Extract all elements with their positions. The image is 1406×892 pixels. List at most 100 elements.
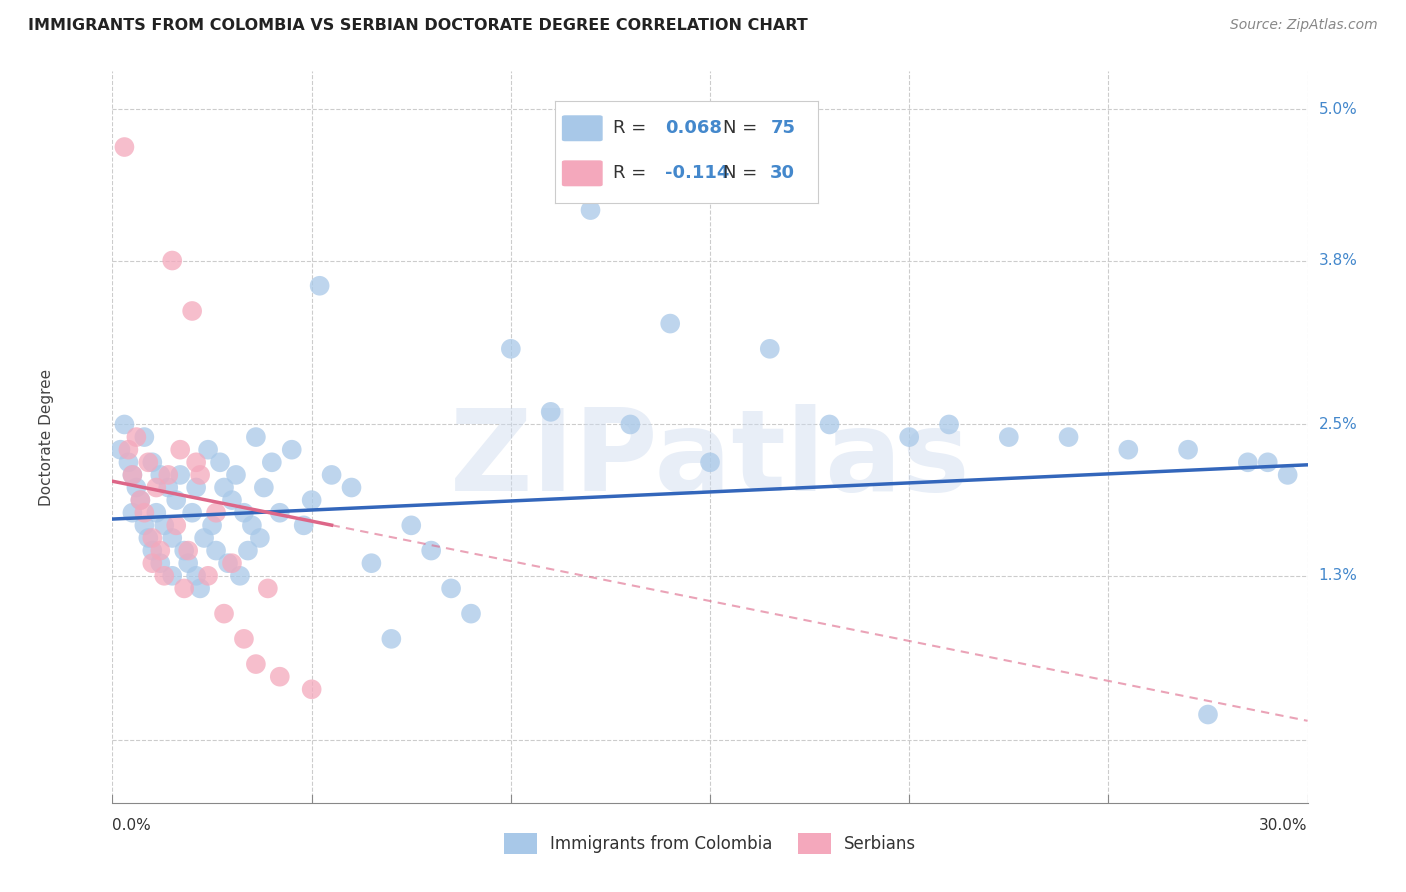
Point bbox=[177, 543, 200, 558]
Point bbox=[245, 657, 267, 671]
Point bbox=[540, 405, 562, 419]
Point bbox=[236, 543, 259, 558]
Point bbox=[197, 569, 219, 583]
Text: Doctorate Degree: Doctorate Degree bbox=[39, 368, 55, 506]
Point bbox=[759, 342, 782, 356]
Point bbox=[301, 493, 323, 508]
Point bbox=[129, 493, 152, 508]
Point bbox=[145, 481, 167, 495]
Point bbox=[121, 467, 143, 482]
Point bbox=[292, 518, 315, 533]
Point bbox=[380, 632, 402, 646]
Point bbox=[269, 670, 291, 684]
Point bbox=[205, 543, 228, 558]
Point bbox=[197, 442, 219, 457]
Point bbox=[149, 556, 172, 570]
Point bbox=[162, 569, 183, 583]
Point bbox=[205, 506, 228, 520]
Point bbox=[165, 518, 187, 533]
Point bbox=[340, 481, 363, 495]
Point bbox=[149, 467, 172, 482]
Point bbox=[308, 278, 330, 293]
Point bbox=[221, 556, 243, 570]
Point bbox=[281, 442, 304, 457]
Point bbox=[225, 467, 247, 482]
Point bbox=[138, 455, 160, 469]
Point bbox=[149, 543, 172, 558]
Point bbox=[134, 518, 156, 533]
Point bbox=[233, 632, 256, 646]
Point bbox=[157, 481, 180, 495]
Point bbox=[134, 506, 156, 520]
Point bbox=[165, 493, 187, 508]
Point bbox=[249, 531, 271, 545]
Point bbox=[1118, 442, 1140, 457]
Point bbox=[217, 556, 239, 570]
Point bbox=[1177, 442, 1199, 457]
Point bbox=[360, 556, 382, 570]
Point bbox=[177, 556, 200, 570]
Point bbox=[245, 430, 267, 444]
Point bbox=[257, 582, 280, 596]
Point bbox=[1057, 430, 1080, 444]
Point bbox=[141, 556, 163, 570]
Point bbox=[209, 455, 232, 469]
Point bbox=[181, 304, 204, 318]
Point bbox=[141, 455, 163, 469]
Point bbox=[134, 430, 156, 444]
Point bbox=[233, 506, 256, 520]
Point bbox=[188, 467, 211, 482]
Point bbox=[157, 467, 180, 482]
Point bbox=[186, 569, 208, 583]
Point bbox=[110, 442, 132, 457]
Point bbox=[114, 417, 135, 432]
Text: 2.5%: 2.5% bbox=[1319, 417, 1357, 432]
Point bbox=[173, 543, 195, 558]
Point bbox=[141, 531, 163, 545]
Point bbox=[125, 481, 148, 495]
Point bbox=[117, 442, 139, 457]
Point bbox=[699, 455, 721, 469]
Point bbox=[173, 582, 195, 596]
Point bbox=[114, 140, 135, 154]
Point bbox=[153, 569, 176, 583]
Point bbox=[229, 569, 252, 583]
Point bbox=[898, 430, 921, 444]
Point bbox=[619, 417, 641, 432]
Point bbox=[440, 582, 463, 596]
Point bbox=[169, 467, 191, 482]
Point bbox=[659, 317, 682, 331]
Point bbox=[162, 531, 183, 545]
Text: 3.8%: 3.8% bbox=[1319, 253, 1358, 268]
Point bbox=[193, 531, 215, 545]
Point bbox=[460, 607, 482, 621]
Point bbox=[998, 430, 1021, 444]
Point bbox=[201, 518, 224, 533]
Text: ZIPatlas: ZIPatlas bbox=[450, 403, 970, 515]
Point bbox=[129, 493, 152, 508]
Point bbox=[420, 543, 443, 558]
Point bbox=[260, 455, 283, 469]
Text: Source: ZipAtlas.com: Source: ZipAtlas.com bbox=[1230, 18, 1378, 32]
Point bbox=[162, 253, 183, 268]
Point bbox=[186, 455, 208, 469]
Point bbox=[321, 467, 343, 482]
Point bbox=[1257, 455, 1279, 469]
Point bbox=[301, 682, 323, 697]
Point bbox=[141, 543, 163, 558]
Point bbox=[125, 430, 148, 444]
Point bbox=[121, 467, 143, 482]
Point bbox=[145, 506, 167, 520]
Point bbox=[212, 481, 235, 495]
Point bbox=[579, 203, 602, 218]
Point bbox=[221, 493, 243, 508]
Point bbox=[153, 518, 176, 533]
Point bbox=[240, 518, 263, 533]
Text: IMMIGRANTS FROM COLOMBIA VS SERBIAN DOCTORATE DEGREE CORRELATION CHART: IMMIGRANTS FROM COLOMBIA VS SERBIAN DOCT… bbox=[28, 18, 808, 33]
Point bbox=[1197, 707, 1219, 722]
Point bbox=[121, 506, 143, 520]
Point bbox=[188, 582, 211, 596]
Point bbox=[401, 518, 423, 533]
Point bbox=[818, 417, 841, 432]
Point bbox=[117, 455, 139, 469]
